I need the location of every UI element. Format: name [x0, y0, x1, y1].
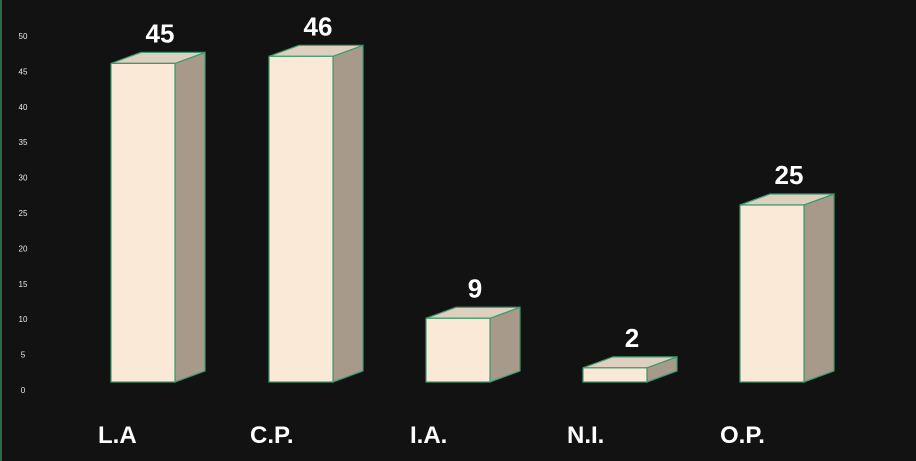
data-label: 2: [625, 323, 639, 353]
category-label: C.P.: [250, 422, 294, 449]
bar-ni: [582, 355, 678, 383]
category-label: N.I.: [567, 422, 604, 449]
y-tick-label: 0: [21, 386, 26, 395]
y-tick-label: 35: [19, 138, 28, 147]
y-tick-label: 20: [19, 244, 28, 253]
bar-front-face: [268, 55, 334, 383]
data-label: 25: [775, 160, 804, 190]
y-tick-label: 25: [19, 209, 28, 218]
bar-side-face: [489, 306, 521, 383]
bar-op: [739, 193, 835, 383]
category-label: L.A: [98, 422, 137, 449]
bar-side-face: [332, 44, 364, 383]
bar-side-face: [174, 51, 206, 383]
category-label: I.A.: [410, 422, 447, 449]
bar-front-face: [582, 367, 648, 383]
data-label: 46: [304, 11, 333, 41]
bar-front-face: [739, 204, 805, 383]
bar-front-face: [425, 317, 491, 383]
y-tick-label: 15: [19, 280, 28, 289]
bar-la: [110, 51, 206, 383]
bar-ia: [425, 306, 521, 383]
bar-side-face: [803, 193, 835, 383]
y-tick-label: 5: [21, 351, 26, 360]
y-tick-label: 45: [19, 67, 28, 76]
y-tick-label: 50: [19, 32, 28, 41]
y-tick-label: 30: [19, 174, 28, 183]
left-edge-line: [0, 0, 2, 461]
bar-cp: [268, 44, 364, 383]
bar-front-face: [110, 62, 176, 383]
y-tick-label: 10: [19, 315, 28, 324]
category-label: O.P.: [720, 422, 765, 449]
data-label: 45: [146, 18, 175, 48]
y-tick-label: 40: [19, 103, 28, 112]
data-label: 9: [468, 273, 482, 303]
